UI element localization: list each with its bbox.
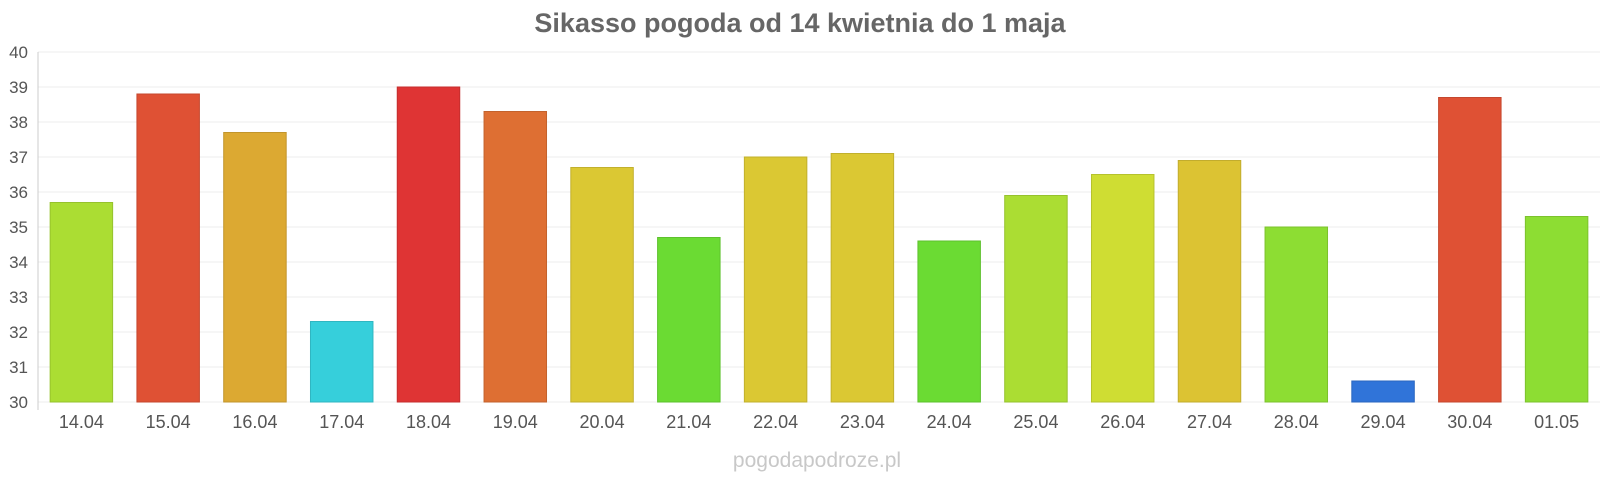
x-tick-label: 14.04 xyxy=(59,412,104,432)
bar-19.04[interactable] xyxy=(483,111,548,403)
x-tick-label: 17.04 xyxy=(319,412,364,432)
y-tick-label: 37 xyxy=(9,148,28,167)
bar-26.04[interactable] xyxy=(1090,174,1155,403)
x-axis: 14.04 15.04 16.04 17.04 18.04 19.04 20.04 21.04… xyxy=(59,412,1579,432)
y-tick-label: 40 xyxy=(9,43,28,62)
x-tick-label: 16.04 xyxy=(232,412,277,432)
x-tick-label: 25.04 xyxy=(1013,412,1058,432)
x-tick-label: 26.04 xyxy=(1100,412,1145,432)
y-tick-label: 39 xyxy=(9,78,28,97)
x-tick-label: 30.04 xyxy=(1447,412,1492,432)
grid-lines xyxy=(38,51,1600,403)
bar-30.04[interactable] xyxy=(1438,97,1502,403)
x-tick-label: 22.04 xyxy=(753,412,798,432)
chart-title: Sikasso pogoda od 14 kwietnia do 1 maja xyxy=(534,8,1066,38)
x-tick-label: 21.04 xyxy=(666,412,711,432)
bar-23.04[interactable] xyxy=(830,153,895,403)
bar-27.04[interactable] xyxy=(1177,160,1242,403)
bar-24.04[interactable] xyxy=(917,240,981,403)
x-tick-label: 24.04 xyxy=(927,412,972,432)
y-tick-label: 38 xyxy=(9,113,28,132)
bars xyxy=(49,86,1589,403)
x-tick-label: 19.04 xyxy=(493,412,538,432)
bar-21.04[interactable] xyxy=(657,237,721,403)
y-tick-label: 30 xyxy=(9,393,28,412)
y-tick-label: 34 xyxy=(9,253,28,272)
bar-25.04[interactable] xyxy=(1004,195,1068,403)
x-tick-label: 29.04 xyxy=(1361,412,1406,432)
bar-14.04[interactable] xyxy=(49,202,114,403)
bar-20.04[interactable] xyxy=(570,167,634,403)
x-tick-label: 01.05 xyxy=(1534,412,1579,432)
x-tick-label: 27.04 xyxy=(1187,412,1232,432)
bar-15.04[interactable] xyxy=(136,93,200,403)
x-tick-label: 18.04 xyxy=(406,412,451,432)
watermark-text: pogodapodroze.pl xyxy=(733,449,901,472)
y-tick-label: 33 xyxy=(9,288,28,307)
x-tick-label: 15.04 xyxy=(146,412,191,432)
bar-28.04[interactable] xyxy=(1264,226,1329,403)
x-tick-label: 23.04 xyxy=(840,412,885,432)
y-tick-label: 35 xyxy=(9,218,28,237)
x-tick-label: 28.04 xyxy=(1274,412,1319,432)
bar-29.04[interactable] xyxy=(1351,380,1415,403)
y-tick-label: 31 xyxy=(9,358,28,377)
bar-18.04[interactable] xyxy=(396,86,461,403)
bar-22.04[interactable] xyxy=(743,156,808,403)
bar-17.04[interactable] xyxy=(309,321,374,403)
x-tick-label: 20.04 xyxy=(580,412,625,432)
bar-01.05[interactable] xyxy=(1524,216,1589,403)
y-axis: 30 31 32 33 34 35 36 37 38 39 40 xyxy=(9,43,39,412)
bar-16.04[interactable] xyxy=(223,132,287,403)
y-tick-label: 36 xyxy=(9,183,28,202)
y-tick-label: 32 xyxy=(9,323,28,342)
